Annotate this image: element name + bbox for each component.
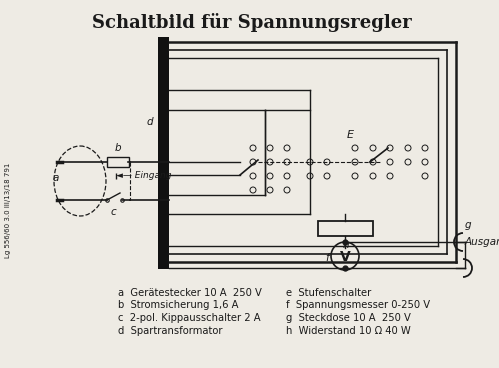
Bar [318, 221, 373, 236]
Text: V: V [340, 250, 350, 264]
Text: d: d [147, 117, 154, 127]
Text: Schaltbild für Spannungsregler: Schaltbild für Spannungsregler [92, 13, 412, 32]
Text: b  Stromsicherung 1,6 A: b Stromsicherung 1,6 A [118, 301, 239, 311]
Text: e  Stufenschalter: e Stufenschalter [286, 288, 371, 298]
Text: f  Spannungsmesser 0-250 V: f Spannungsmesser 0-250 V [286, 301, 430, 311]
Text: E: E [346, 130, 353, 140]
Text: h: h [342, 240, 349, 250]
Text: a  Gerätestecker 10 A  250 V: a Gerätestecker 10 A 250 V [118, 288, 262, 298]
Text: f: f [325, 253, 329, 263]
Text: g: g [465, 220, 472, 230]
Text: c: c [110, 207, 116, 217]
Text: h  Widerstand 10 Ω 40 W: h Widerstand 10 Ω 40 W [286, 326, 411, 336]
Text: ◄— Eingang: ◄— Eingang [116, 171, 172, 180]
Text: Lg 556/60 3.0 III/13/18 791: Lg 556/60 3.0 III/13/18 791 [5, 162, 11, 258]
Bar [158, 37, 169, 269]
Text: Ausgang: Ausgang [465, 237, 499, 247]
Text: a: a [53, 173, 59, 183]
Bar [107, 157, 129, 167]
Text: d  Spartransformator: d Spartransformator [118, 326, 223, 336]
Text: b: b [115, 143, 121, 153]
Text: c  2-pol. Kippausschalter 2 A: c 2-pol. Kippausschalter 2 A [118, 313, 260, 323]
Text: g  Steckdose 10 A  250 V: g Steckdose 10 A 250 V [286, 313, 411, 323]
